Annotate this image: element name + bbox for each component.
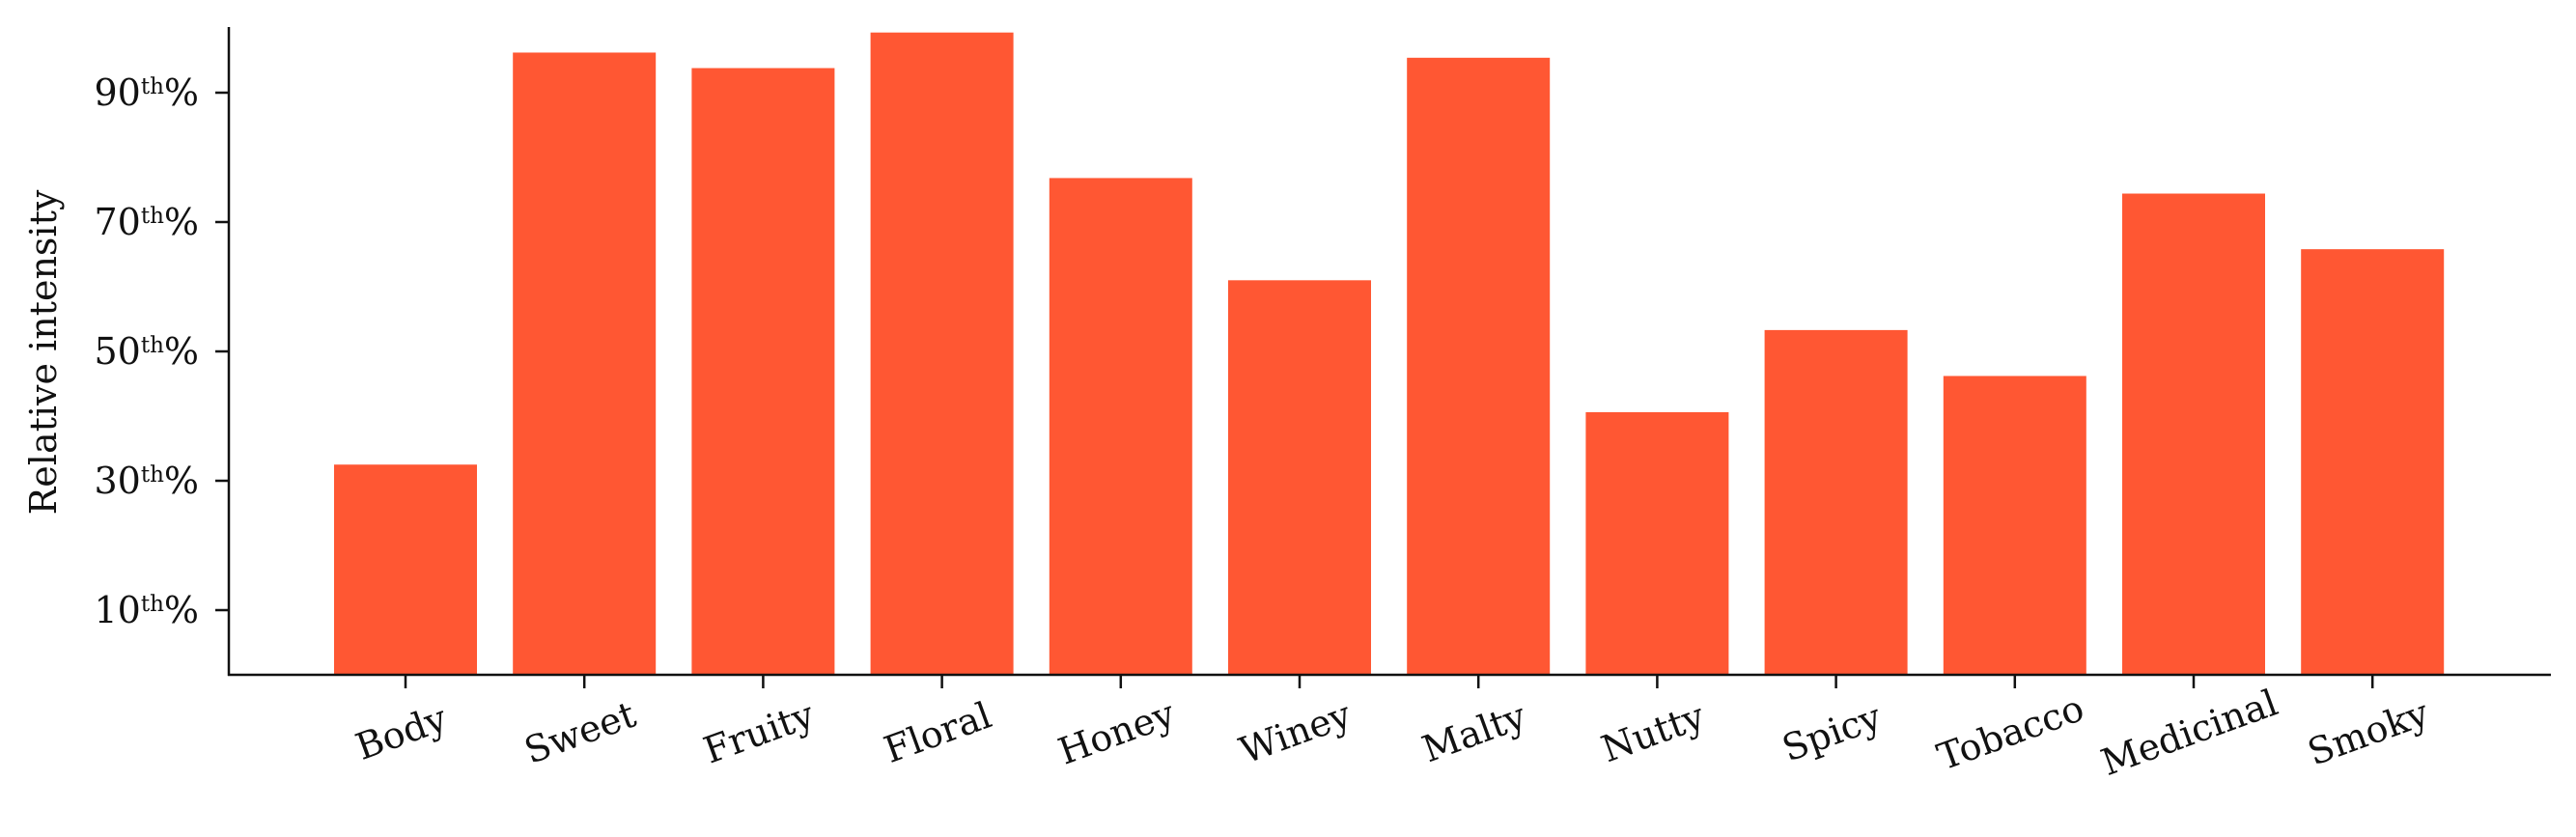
y-axis: 10th% 30th% 50th% 70th% 90th% [94,27,231,676]
y-axis-title: Relative intensity [22,189,65,515]
bar-nutty [1585,411,1729,675]
x-tick-label: Medicinal [2095,682,2282,785]
bar-smoky [2301,249,2445,675]
y-tick-label: 10th% [94,589,199,631]
x-tick-label: Honey [1052,692,1180,773]
bar-honey [1049,178,1192,675]
bar-fruity [691,68,835,676]
bar-floral [870,32,1014,675]
bars [334,32,2445,676]
y-tick-label: 50th% [94,330,199,373]
x-tick-label: Winey [1234,693,1357,772]
bar-spicy [1764,329,1908,675]
x-tick-label: Fruity [698,693,820,772]
x-tick-label: Smoky [2302,691,2434,774]
bar-tobacco [1943,376,2086,675]
x-tick-label: Tobacco [1932,686,2089,778]
y-tick-label: 70th% [94,201,199,243]
x-tick-label: Spicy [1777,695,1887,770]
x-tick-label: Nutty [1596,694,1711,770]
x-tick-label: Sweet [518,693,641,772]
bar-medicinal [2122,193,2265,675]
x-tick-label: Floral [879,694,997,771]
bar-malty [1407,57,1551,675]
y-tick-label: 90th% [94,71,199,114]
x-tick-label: Malty [1416,694,1531,770]
y-tick-label: 30th% [94,460,199,502]
x-tick-label: Body [350,696,453,768]
bar-body [334,464,477,675]
x-axis: Body Sweet Fruity Floral Honey Winey Malty Nutt… [228,673,2551,785]
bar-sweet [513,52,657,675]
bar-winey [1228,280,1371,675]
